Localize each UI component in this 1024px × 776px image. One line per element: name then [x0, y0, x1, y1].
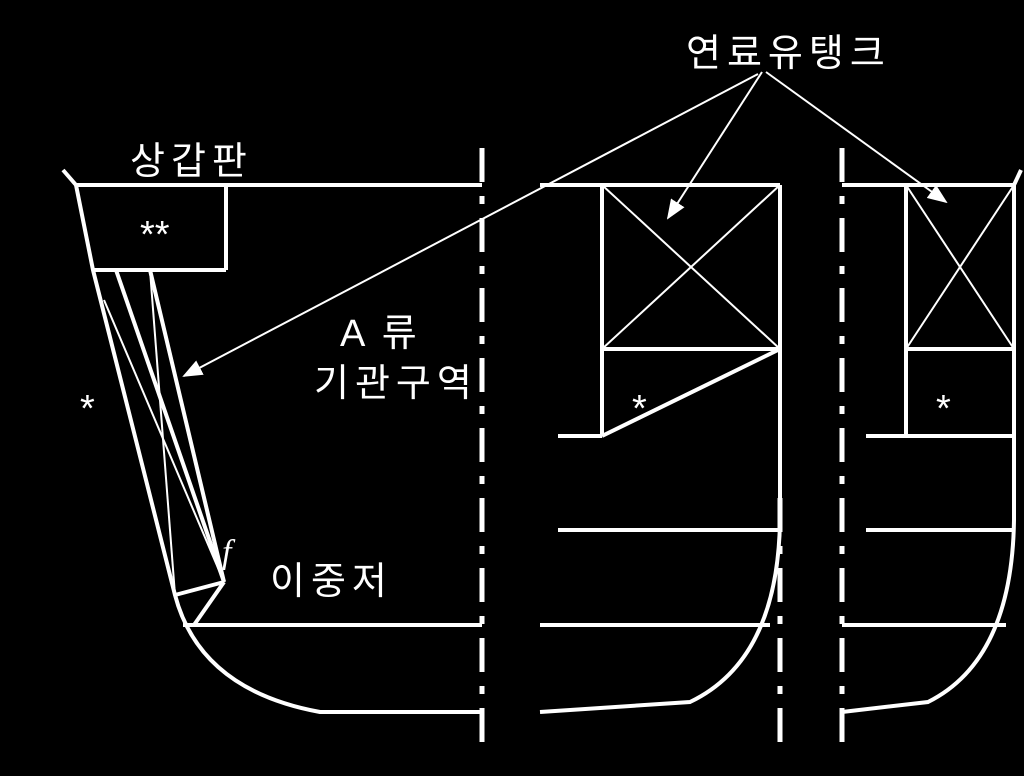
label-engine-zone: 기관구역 — [314, 352, 478, 407]
label-star-mid: * — [632, 388, 647, 431]
label-double-bottom: 이중저 — [270, 550, 393, 605]
hull-cross-section-diagram — [0, 0, 1024, 776]
leader-arrows — [184, 72, 946, 376]
label-star-right: * — [936, 388, 951, 431]
label-star-left: * — [80, 388, 95, 431]
label-double-star: ** — [140, 214, 170, 257]
label-upper-deck: 상갑판 — [130, 130, 253, 185]
label-a-class: A 류 — [340, 302, 421, 357]
mid-right-hull-section — [540, 185, 780, 712]
label-f: f — [222, 534, 231, 572]
label-fuel-tank: 연료유탱크 — [686, 22, 891, 77]
right-hull-section — [842, 170, 1021, 712]
